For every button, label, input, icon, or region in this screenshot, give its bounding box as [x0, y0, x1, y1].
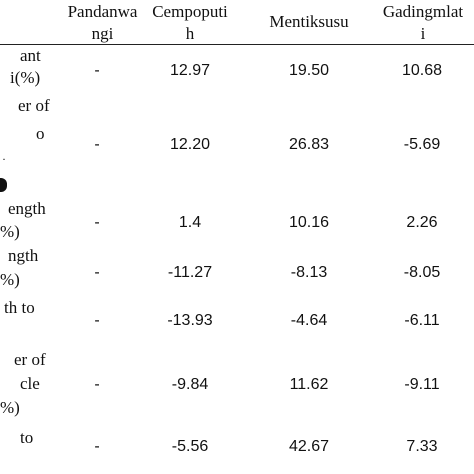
row-label: %) — [0, 222, 20, 241]
row-label: ength — [8, 199, 46, 218]
header-gadingmlati-line1: Gadingmlat — [382, 2, 464, 21]
cell-cempoputih: -5.56 — [171, 438, 209, 455]
cell-pandanwangi: - — [94, 264, 100, 281]
row-label-fragment: · — [2, 152, 6, 166]
row-label: er of — [14, 350, 46, 369]
header-cempoputih-line1: Cempoputi — [152, 2, 228, 21]
cell-gadingmlati: -8.05 — [403, 264, 441, 281]
row-label: %) — [0, 398, 20, 417]
header-mentiksusu: Mentiksusu — [256, 12, 362, 32]
cell-cempoputih: 12.20 — [169, 136, 211, 153]
row-label: th to — [4, 298, 35, 317]
row-label: er of — [18, 96, 50, 115]
cell-mentiksusu: 10.16 — [288, 214, 330, 231]
row-label: cle — [20, 374, 40, 393]
cell-gadingmlati: -5.69 — [403, 136, 441, 153]
cell-mentiksusu: 42.67 — [288, 438, 330, 455]
header-mentiksusu-line1: Mentiksusu — [269, 12, 349, 31]
cell-gadingmlati: 7.33 — [406, 438, 438, 455]
cell-cempoputih: -11.27 — [167, 264, 213, 281]
cell-gadingmlati: -6.11 — [404, 312, 440, 329]
cell-cempoputih: 12.97 — [169, 62, 211, 79]
cell-pandanwangi: - — [94, 214, 100, 231]
header-rule — [0, 44, 474, 45]
header-cempoputih: Cempoputi h — [138, 2, 242, 44]
header-gadingmlati-line2: i — [420, 24, 426, 43]
cell-pandanwangi: - — [94, 136, 100, 153]
cell-gadingmlati: -9.11 — [404, 376, 440, 393]
cell-pandanwangi: - — [94, 62, 100, 79]
cell-gadingmlati: 2.26 — [406, 214, 438, 231]
row-label: %) — [0, 270, 20, 289]
cell-mentiksusu: 11.62 — [289, 376, 329, 393]
cell-mentiksusu: -8.13 — [290, 264, 328, 281]
cell-mentiksusu: 26.83 — [288, 136, 330, 153]
cell-pandanwangi: - — [94, 312, 100, 329]
row-label: i(%) — [10, 68, 41, 87]
header-pandanwangi-line2: ngi — [91, 24, 114, 43]
cell-cempoputih: 1.4 — [178, 214, 202, 231]
cell-pandanwangi: - — [94, 438, 100, 455]
row-label: to — [20, 428, 34, 447]
cell-pandanwangi: - — [94, 376, 100, 393]
header-pandanwangi-line1: Pandanwa — [67, 2, 138, 21]
header-gadingmlati: Gadingmlat i — [368, 2, 474, 44]
row-label-fragment — [0, 178, 7, 192]
row-label: o — [36, 124, 45, 143]
cell-cempoputih: -13.93 — [167, 312, 213, 329]
row-label: ant — [20, 46, 41, 65]
cell-mentiksusu: -4.64 — [290, 312, 328, 329]
cell-cempoputih: -9.84 — [171, 376, 209, 393]
header-cempoputih-line2: h — [185, 24, 195, 43]
header-pandanwangi: Pandanwa ngi — [55, 2, 150, 44]
cell-mentiksusu: 19.50 — [288, 62, 330, 79]
cell-gadingmlati: 10.68 — [401, 62, 443, 79]
row-label: ngth — [8, 246, 39, 265]
